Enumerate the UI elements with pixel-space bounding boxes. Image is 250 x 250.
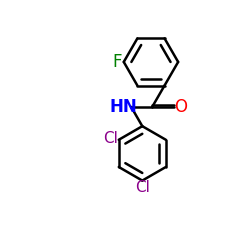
Text: O: O	[174, 98, 187, 116]
Text: HN: HN	[110, 98, 138, 116]
Text: Cl: Cl	[135, 180, 150, 196]
Text: F: F	[112, 53, 122, 71]
Text: Cl: Cl	[103, 131, 118, 146]
